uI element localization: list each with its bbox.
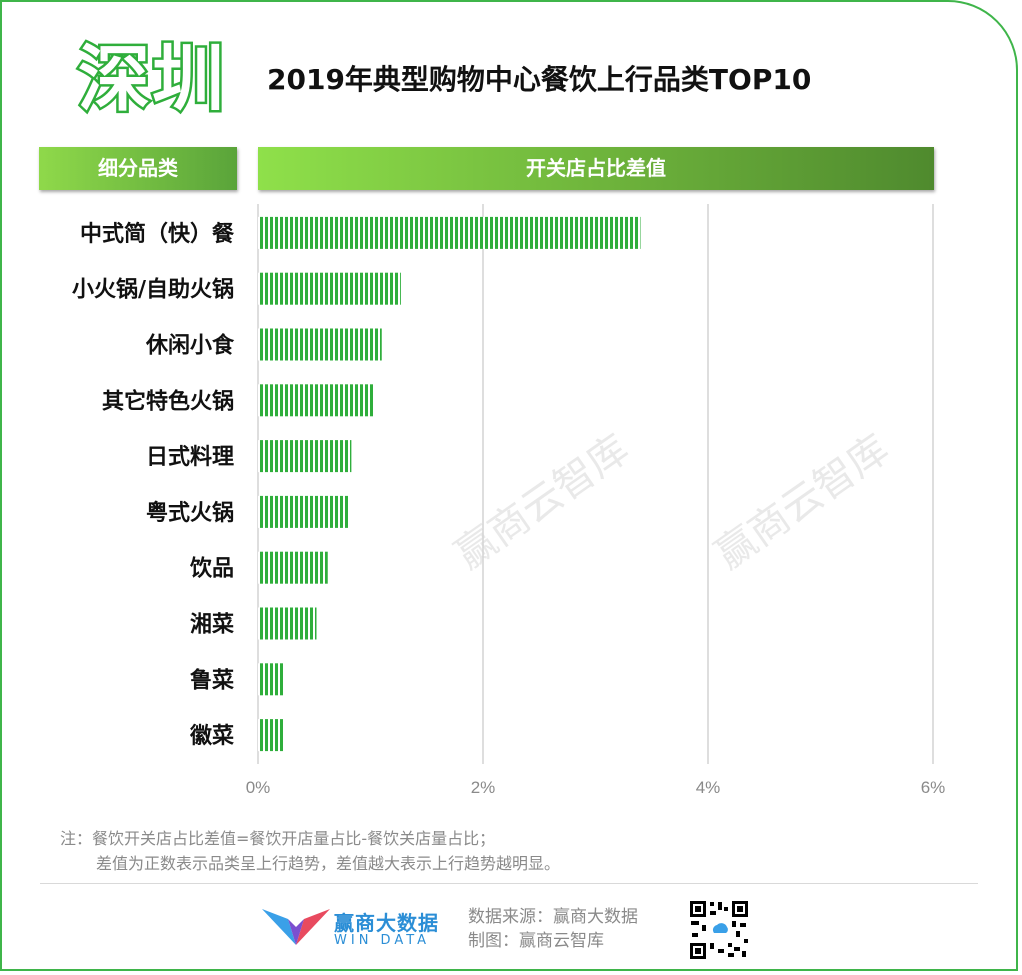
bar: [258, 440, 352, 473]
category-label: 中式简（快）餐: [80, 221, 235, 247]
data-source: 数据来源：赢商大数据: [468, 907, 638, 927]
category-label: 休闲小食: [145, 333, 235, 359]
source-info: 数据来源：赢商大数据 制图：赢商云智库: [468, 905, 638, 953]
bar: [258, 328, 382, 361]
bar: [258, 384, 374, 417]
value-column-header: 开关店占比差值: [258, 147, 934, 190]
bar: [258, 551, 328, 584]
x-tick-label: 4%: [696, 778, 721, 797]
category-label: 日式料理: [146, 445, 234, 470]
category-label: 湘菜: [190, 613, 234, 638]
chart-title: 2019年典型购物中心餐饮上行品类TOP10: [267, 63, 812, 96]
bar: [258, 216, 641, 249]
logo-text-en: WIN DATA: [334, 933, 431, 948]
category-column-header: 细分品类: [39, 147, 237, 190]
logo-text-cn: 赢商大数据: [334, 911, 439, 935]
footnote: 注：餐饮开关店占比差值=餐饮开店量占比-餐饮关店量占比； 差值为正数表示品类呈上…: [60, 826, 560, 876]
qr-code-icon[interactable]: [688, 899, 750, 961]
bar: [258, 272, 401, 305]
category-label: 粤式火锅: [146, 500, 234, 526]
category-label: 其它特色火锅: [102, 388, 234, 414]
bar: [258, 663, 285, 696]
x-tick-label: 0%: [246, 778, 271, 797]
bar: [258, 719, 285, 752]
category-label: 徽菜: [189, 723, 234, 749]
bar: [258, 607, 317, 640]
chart-maker: 制图：赢商云智库: [468, 931, 604, 951]
category-label: 鲁菜: [189, 667, 234, 693]
bar: [258, 495, 350, 528]
category-label: 饮品: [189, 557, 234, 582]
x-tick-label: 6%: [921, 778, 946, 797]
footnote-line-1: 注：餐饮开关店占比差值=餐饮开店量占比-餐饮关店量占比；: [60, 829, 496, 848]
bar-chart: 中式简（快）餐小火锅/自助火锅休闲小食其它特色火锅日式料理粤式火锅饮品湘菜鲁菜徽…: [72, 204, 946, 797]
windata-logo-icon: [262, 909, 330, 945]
footer-divider: [40, 883, 978, 884]
category-label: 小火锅/自助火锅: [72, 277, 234, 303]
city-title: 深圳: [75, 35, 227, 124]
footnote-line-2: 差值为正数表示品类呈上行趋势，差值越大表示上行趋势越明显。: [96, 854, 561, 873]
x-tick-label: 2%: [471, 778, 496, 797]
